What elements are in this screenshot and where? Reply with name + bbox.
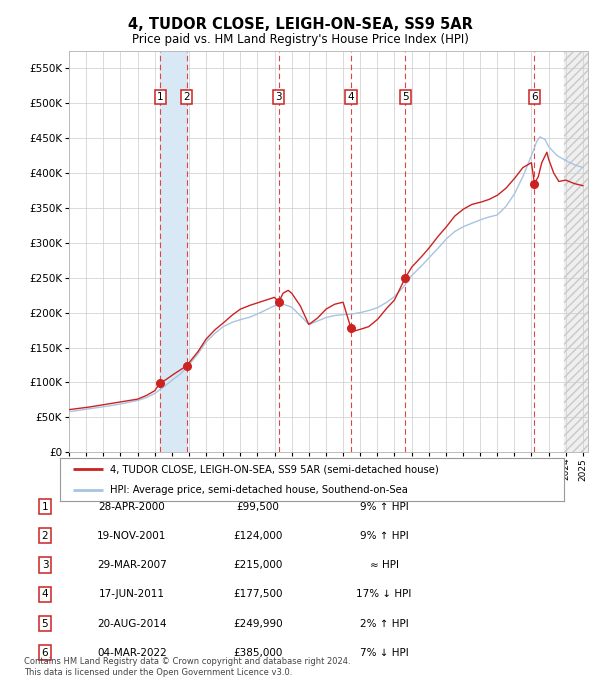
Text: 28-APR-2000: 28-APR-2000 [98,502,166,511]
Text: £385,000: £385,000 [233,648,283,658]
Text: 3: 3 [41,560,49,570]
Text: ≈ HPI: ≈ HPI [370,560,398,570]
Text: 2: 2 [41,531,49,541]
Text: 9% ↑ HPI: 9% ↑ HPI [359,531,409,541]
Text: 7% ↓ HPI: 7% ↓ HPI [359,648,409,658]
Text: £177,500: £177,500 [233,590,283,599]
Bar [564,51,592,452]
Text: 4, TUDOR CLOSE, LEIGH-ON-SEA, SS9 5AR: 4, TUDOR CLOSE, LEIGH-ON-SEA, SS9 5AR [128,17,472,32]
Text: 5: 5 [41,619,49,628]
Text: This data is licensed under the Open Government Licence v3.0.: This data is licensed under the Open Gov… [24,668,292,677]
Text: £99,500: £99,500 [236,502,280,511]
Text: HPI: Average price, semi-detached house, Southend-on-Sea: HPI: Average price, semi-detached house,… [110,486,408,495]
Text: 29-MAR-2007: 29-MAR-2007 [97,560,167,570]
Text: 4, TUDOR CLOSE, LEIGH-ON-SEA, SS9 5AR (semi-detached house): 4, TUDOR CLOSE, LEIGH-ON-SEA, SS9 5AR (s… [110,464,439,475]
Text: Price paid vs. HM Land Registry's House Price Index (HPI): Price paid vs. HM Land Registry's House … [131,33,469,46]
Text: 04-MAR-2022: 04-MAR-2022 [97,648,167,658]
Text: 1: 1 [157,92,163,102]
Text: 20-AUG-2014: 20-AUG-2014 [97,619,167,628]
Text: £249,990: £249,990 [233,619,283,628]
Text: 1: 1 [41,502,49,511]
Text: £124,000: £124,000 [233,531,283,541]
Text: 6: 6 [531,92,538,102]
Text: 9% ↑ HPI: 9% ↑ HPI [359,502,409,511]
Bar [564,51,592,452]
Text: 2: 2 [184,92,190,102]
Text: 6: 6 [41,648,49,658]
Bar [160,51,187,452]
Text: 4: 4 [347,92,354,102]
Text: 4: 4 [41,590,49,599]
Text: £215,000: £215,000 [233,560,283,570]
Text: 2% ↑ HPI: 2% ↑ HPI [359,619,409,628]
Text: Contains HM Land Registry data © Crown copyright and database right 2024.: Contains HM Land Registry data © Crown c… [24,658,350,666]
Text: 17% ↓ HPI: 17% ↓ HPI [356,590,412,599]
Text: 17-JUN-2011: 17-JUN-2011 [99,590,165,599]
Text: 3: 3 [275,92,282,102]
Text: 5: 5 [402,92,409,102]
Text: 19-NOV-2001: 19-NOV-2001 [97,531,167,541]
